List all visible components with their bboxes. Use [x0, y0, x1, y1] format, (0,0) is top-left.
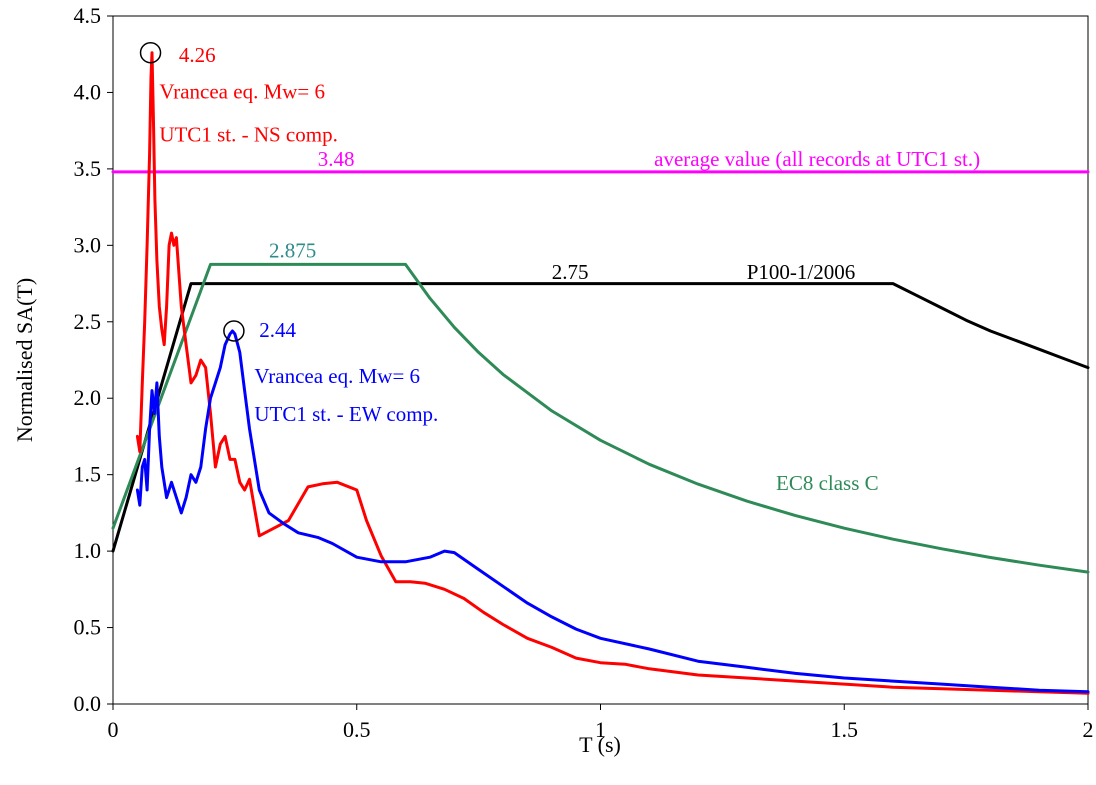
x-tick-label: 1.5 [831, 717, 859, 742]
ns-peak-circle-marker [139, 41, 162, 64]
annotation-avg-label: average value (all records at UTC1 st.) [654, 147, 980, 171]
series-line-p100 [111, 282, 1090, 553]
series-line-ns [135, 51, 1090, 695]
annotation-ec8-value: 2.875 [269, 239, 316, 263]
series-line-ec8 [111, 262, 1090, 574]
annotation-ew-peak-value: 2.44 [259, 318, 296, 342]
x-tick-label: 2 [1083, 717, 1094, 742]
x-tick-label: 0.5 [343, 717, 371, 742]
plot-frame [112, 15, 1089, 705]
annotation-p100-label: P100-1/2006 [747, 260, 856, 284]
annotation-ns-station: UTC1 st. - NS comp. [159, 122, 338, 146]
y-tick-label: 1.0 [74, 538, 102, 563]
y-axis-ticks: 0.0 0.5 1.0 1.5 2.0 2.5 3.0 3.5 4.0 4.5 [74, 3, 113, 716]
y-tick-label: 2.5 [74, 309, 102, 334]
annotation-p100-value: 2.75 [552, 260, 589, 284]
annotation-ew-station: UTC1 st. - EW comp. [254, 402, 438, 426]
peak-markers [139, 41, 245, 342]
ew-peak-circle-marker [223, 320, 245, 342]
annotation-ew-title: Vrancea eq. Mw= 6 [254, 364, 420, 388]
series-layer [111, 51, 1090, 695]
series-line-ew [135, 329, 1090, 694]
annotation-avg-value: 3.48 [318, 147, 355, 171]
x-tick-label: 0 [108, 717, 119, 742]
x-axis-ticks: 0 0.5 1 1.5 2 [108, 704, 1094, 742]
y-tick-label: 0.0 [74, 691, 102, 716]
x-tick-label: 1 [595, 717, 606, 742]
y-tick-label: 4.0 [74, 79, 102, 104]
annotations: 4.26 Vrancea eq. Mw= 6 UTC1 st. - NS comp.… [159, 43, 980, 495]
y-tick-label: 3.5 [74, 156, 102, 181]
y-tick-label: 3.0 [74, 232, 102, 257]
y-tick-label: 1.5 [74, 462, 102, 487]
annotation-ns-peak-value: 4.26 [179, 43, 216, 67]
y-axis-title: Normalised SA(T) [12, 278, 37, 442]
y-tick-label: 4.5 [74, 3, 102, 28]
y-tick-label: 2.0 [74, 385, 102, 410]
y-tick-label: 0.5 [74, 615, 102, 640]
x-axis-title: T (s) [579, 732, 621, 757]
annotation-ec8-label: EC8 class C [776, 471, 879, 495]
annotation-ns-title: Vrancea eq. Mw= 6 [159, 80, 325, 104]
